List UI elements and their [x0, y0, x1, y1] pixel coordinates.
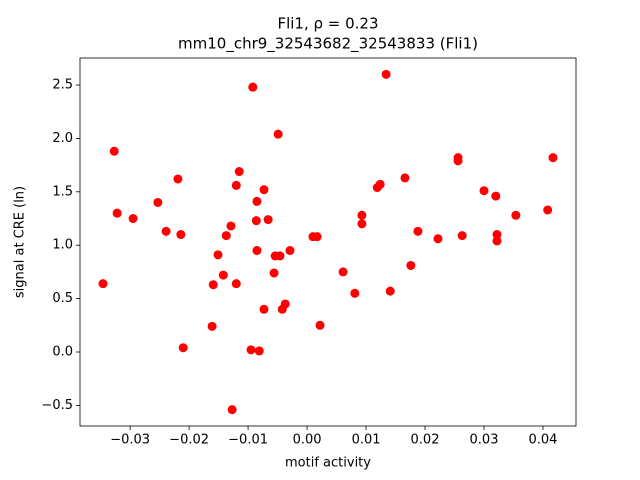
- point: [491, 191, 501, 201]
- point: [153, 197, 163, 207]
- y-tick-label: 2.0: [52, 131, 73, 146]
- point: [350, 288, 360, 298]
- x-tick-label: −0.03: [110, 433, 150, 448]
- point: [252, 246, 262, 256]
- x-tick-label: 0.00: [293, 433, 322, 448]
- chart-subtitle: mm10_chr9_32543682_32543833 (Fli1): [178, 35, 478, 54]
- point: [207, 321, 217, 331]
- point: [312, 232, 322, 242]
- x-tick-label: −0.01: [228, 433, 268, 448]
- point: [218, 270, 228, 280]
- point: [453, 156, 463, 166]
- point: [275, 251, 285, 261]
- point: [259, 304, 269, 314]
- x-tick-label: 0.04: [528, 433, 557, 448]
- point: [381, 69, 391, 79]
- x-tick-label: 0.02: [411, 433, 440, 448]
- point: [357, 219, 367, 229]
- x-tick-label: −0.02: [169, 433, 209, 448]
- chart-title: Fli1, ρ = 0.23: [277, 15, 378, 33]
- point: [252, 196, 262, 206]
- point: [251, 216, 261, 226]
- y-tick-label: 2.5: [52, 78, 73, 93]
- point: [280, 299, 290, 309]
- point: [161, 226, 171, 236]
- point: [457, 231, 467, 241]
- point: [248, 82, 258, 92]
- point: [176, 230, 186, 240]
- point: [357, 210, 367, 220]
- x-axis-label: motif activity: [285, 456, 371, 471]
- point: [234, 167, 244, 177]
- y-axis-label: signal at CRE (ln): [13, 186, 28, 298]
- point: [273, 129, 283, 139]
- point: [128, 214, 138, 224]
- point: [173, 174, 183, 184]
- point: [246, 345, 256, 355]
- y-tick-label: 1.5: [52, 184, 73, 199]
- point: [375, 179, 385, 189]
- point: [254, 346, 264, 356]
- point: [109, 146, 119, 156]
- point: [227, 405, 237, 415]
- point: [178, 343, 188, 353]
- point: [385, 286, 395, 296]
- point: [338, 267, 348, 277]
- point: [400, 173, 410, 183]
- x-tick-label: 0.03: [470, 433, 499, 448]
- point: [315, 320, 325, 330]
- point: [263, 215, 273, 225]
- point: [492, 230, 502, 240]
- y-tick-label: 0.5: [52, 291, 73, 306]
- point: [543, 205, 553, 215]
- point: [231, 180, 241, 190]
- point: [221, 231, 231, 241]
- plot-frame: [79, 57, 577, 427]
- point: [208, 280, 218, 290]
- point: [433, 234, 443, 244]
- point: [226, 221, 236, 231]
- point: [406, 260, 416, 270]
- y-tick-label: −0.5: [41, 398, 73, 413]
- point: [511, 210, 521, 220]
- point: [213, 250, 223, 260]
- y-tick-label: 1.0: [52, 238, 73, 253]
- point: [112, 208, 122, 218]
- point: [479, 186, 489, 196]
- point: [285, 246, 295, 256]
- point: [259, 185, 269, 195]
- point: [492, 236, 502, 246]
- x-tick-label: 0.01: [352, 433, 381, 448]
- point: [413, 226, 423, 236]
- point: [269, 268, 279, 278]
- point: [548, 153, 558, 163]
- point: [231, 279, 241, 289]
- point: [98, 279, 108, 289]
- y-tick-label: 0.0: [52, 344, 73, 359]
